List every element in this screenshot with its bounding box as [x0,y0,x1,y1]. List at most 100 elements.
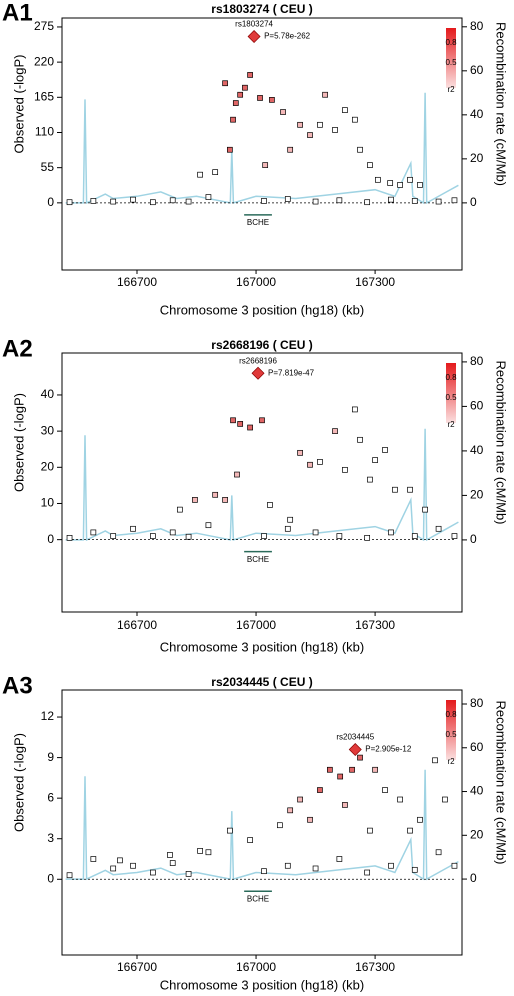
x-tick-label: 167000 [236,618,276,632]
y-axis-label: Observed (-logP) [11,393,26,492]
snp-point [130,196,136,203]
gene-name: BCHE [247,555,269,564]
plot-frame [61,352,463,613]
snp-point [367,827,373,834]
gene-name: BCHE [247,894,269,903]
snp-point [247,837,253,843]
snp-point [287,516,294,523]
snp-point [352,116,358,123]
snp-point [411,533,418,539]
snp-point [237,91,244,98]
snp-point [257,95,263,101]
snp-point [247,72,253,78]
panel: A1 rs1803274 ( CEU ) 0 55 110 165 220 275 0 20 40 6… [2,0,509,317]
y2-tick-label: 80 [470,354,484,368]
snp-point [411,866,418,873]
y2-tick-label: 0 [470,195,477,209]
top-snp-p: P=7.819e-47 [268,368,315,377]
y2-tick-label: 20 [470,488,484,502]
x-tick-label: 167000 [236,960,276,974]
snp-point [435,198,442,205]
y-tick-label: 10 [41,496,55,510]
snp-point [284,196,291,202]
snp-point [261,198,267,204]
snp-point [227,827,233,834]
snp-point [407,486,413,493]
legend-label: r2 [447,85,455,94]
snp-point [367,162,373,168]
snp-point [192,497,198,503]
panel-label: A2 [2,335,33,362]
snp-point [150,533,156,539]
y2-tick-label: 40 [470,784,484,798]
snp-point [317,121,323,128]
snp-point [66,872,73,879]
snp-point [66,199,73,206]
x-tick-label: 166700 [117,618,157,632]
snp-point [234,471,240,478]
snp-point [150,869,156,876]
snp-point [392,486,398,493]
x-tick-label: 167300 [355,618,395,632]
snp-point [297,449,303,456]
chart-title: rs1803274 ( CEU ) [211,2,312,16]
snp-point [372,766,378,773]
snp-point [237,421,244,427]
snp-point [312,529,319,536]
panel-label: A1 [2,0,33,26]
chart-title: rs2668196 ( CEU ) [211,338,312,352]
snp-point [90,198,97,204]
snp-point [317,459,323,465]
y-tick-label: 9 [47,750,54,764]
snp-point [110,533,117,539]
x-axis-label: Chromosome 3 position (hg18) (kb) [160,639,364,654]
snp-point [90,529,97,536]
snp-point [357,436,363,443]
y-tick-label: 20 [41,459,55,473]
snp-point [205,194,212,200]
y2-axis-label: Recombination rate (cM/Mb) [494,22,509,186]
snp-point [230,417,236,424]
snp-point [417,816,423,823]
snp-point [117,857,123,864]
snp-point [287,807,294,814]
snp-point [336,856,343,862]
x-tick-label: 167300 [355,960,395,974]
snp-point [312,198,319,205]
y-tick-label: 3 [47,831,54,845]
snp-point [327,766,333,773]
y2-tick-label: 60 [470,63,484,77]
snp-point [342,466,348,473]
snp-point [66,534,73,541]
y2-tick-label: 20 [470,151,484,165]
panel: A3 rs2034445 ( CEU ) 0 3 6 9 12 0 20 40 60 80 166700… [2,672,509,992]
snp-point [352,406,358,413]
snp-point [222,80,228,87]
snp-point [388,196,394,203]
snp-point [407,176,413,183]
chart-title: rs2034445 ( CEU ) [211,675,312,689]
snp-point [287,146,294,153]
top-snp [247,30,261,44]
snp-point [357,146,363,153]
y-tick-label: 6 [47,790,54,804]
snp-point [177,506,183,513]
snp-point [417,182,423,188]
y2-tick-label: 0 [470,871,477,885]
panel-label: A3 [2,672,33,699]
snp-point [284,862,291,869]
snp-point [332,428,338,434]
x-tick-label: 167000 [236,275,276,289]
legend-label: 0.8 [445,373,457,382]
recombination-line [65,428,459,542]
y-axis-label: Observed (-logP) [11,733,26,832]
snp-point [212,491,219,498]
snp-point [185,871,192,877]
y-tick-label: 0 [47,532,54,546]
snp-point [432,757,438,764]
snp-point [372,457,378,463]
top-snp [348,742,362,756]
snp-point [261,533,267,539]
snp-point [197,171,203,178]
legend-label: 0.5 [445,393,457,402]
